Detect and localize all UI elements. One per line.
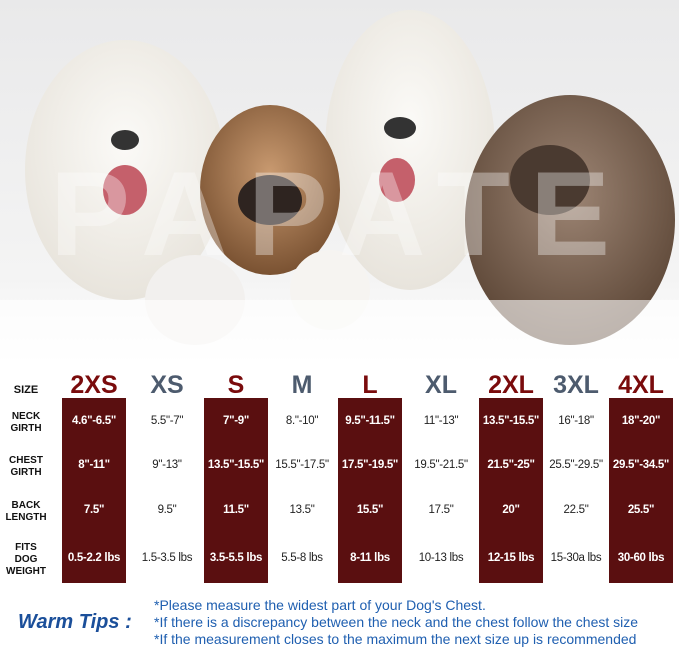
dog-photo: PAPATE	[0, 0, 679, 370]
size-cell: 7.5"	[83, 504, 105, 516]
size-header: 4XL	[618, 371, 664, 399]
size-cell: 12-15 lbs	[487, 552, 535, 564]
size-cell: 0.5-2.2 lbs	[67, 552, 121, 564]
size-cell: 8-11 lbs	[350, 552, 390, 564]
row-label-line: BACK	[11, 500, 41, 511]
size-cell: 4.6"-6.5"	[71, 415, 116, 427]
size-cell: 9.5"-11.5"	[345, 415, 395, 427]
size-cell: 19.5"-21.5"	[414, 459, 468, 471]
size-cell: 7"-9"	[222, 415, 250, 427]
tip-line: *Please measure the widest part of your …	[154, 597, 486, 613]
row-label-line: WEIGHT	[6, 566, 46, 577]
size-cell: 30-60 lbs	[617, 552, 665, 564]
row-label-line: NECK	[11, 411, 41, 422]
size-cell: 3.5-5.5 lbs	[209, 552, 263, 564]
size-header: 2XL	[488, 371, 534, 399]
row-label-line: GIRTH	[10, 423, 42, 434]
row-label-line: CHEST	[9, 455, 43, 466]
tip-line: *If the measurement closes to the maximu…	[154, 631, 637, 647]
highlight-column	[479, 398, 543, 583]
size-cell: 13.5"-15.5"	[482, 415, 540, 427]
size-cell: 13.5"-15.5"	[207, 459, 265, 471]
row-label: NECK GIRTH	[0, 411, 52, 435]
size-cell: 18"-20"	[621, 415, 661, 427]
size-header: XS	[150, 371, 184, 399]
size-cell: 17.5"-19.5"	[341, 459, 399, 471]
row-label-line: FITS	[15, 542, 37, 553]
row-label-line: DOG	[14, 554, 38, 565]
size-label: SIZE	[13, 384, 39, 396]
size-cell: 11"-13"	[423, 415, 459, 427]
highlight-column	[204, 398, 268, 583]
size-cell: 11.5"	[223, 504, 249, 516]
size-cell: 15-30a lbs	[550, 552, 602, 564]
size-header: L	[362, 371, 378, 399]
size-cell: 9.5"	[157, 504, 177, 516]
highlight-column	[338, 398, 402, 583]
row-label: CHEST GIRTH	[0, 455, 52, 479]
size-cell: 8."-10"	[285, 415, 319, 427]
size-cell: 21.5"-25"	[487, 459, 535, 471]
size-cell: 13.5"	[289, 504, 315, 516]
size-cell: 5.5"-7"	[150, 415, 184, 427]
row-label-line: LENGTH	[5, 512, 47, 523]
size-cell: 1.5-3.5 lbs	[141, 552, 193, 564]
size-cell: 17.5"	[428, 504, 454, 516]
size-cell: 29.5"-34.5"	[612, 459, 670, 471]
size-header: M	[291, 371, 313, 399]
size-cell: 25.5"	[627, 504, 655, 516]
size-cell: 10-13 lbs	[418, 552, 464, 564]
size-header: S	[227, 371, 245, 399]
row-label-line: GIRTH	[10, 467, 42, 478]
highlight-column	[609, 398, 673, 583]
highlight-column	[62, 398, 126, 583]
size-cell: 25.5"-29.5"	[549, 459, 603, 471]
size-header: 3XL	[553, 371, 599, 399]
size-cell: 22.5"	[563, 504, 589, 516]
row-label: FITS DOG WEIGHT	[0, 542, 52, 578]
size-cell: 8"-11"	[78, 459, 110, 471]
size-cell: 16"-18"	[558, 415, 594, 427]
tip-line: *If there is a discrepancy between the n…	[154, 614, 639, 630]
size-header: 2XS	[70, 371, 118, 399]
watermark: PAPATE	[50, 147, 630, 281]
size-cell: 15.5"-17.5"	[275, 459, 329, 471]
size-cell: 9"-13"	[152, 459, 182, 471]
row-label: BACK LENGTH	[0, 500, 52, 524]
size-cell: 15.5"	[356, 504, 384, 516]
size-cell: 5.5-8 lbs	[281, 552, 323, 564]
size-cell: 20"	[502, 504, 520, 516]
size-header: XL	[425, 371, 457, 399]
tips-title: Warm Tips :	[18, 611, 132, 633]
